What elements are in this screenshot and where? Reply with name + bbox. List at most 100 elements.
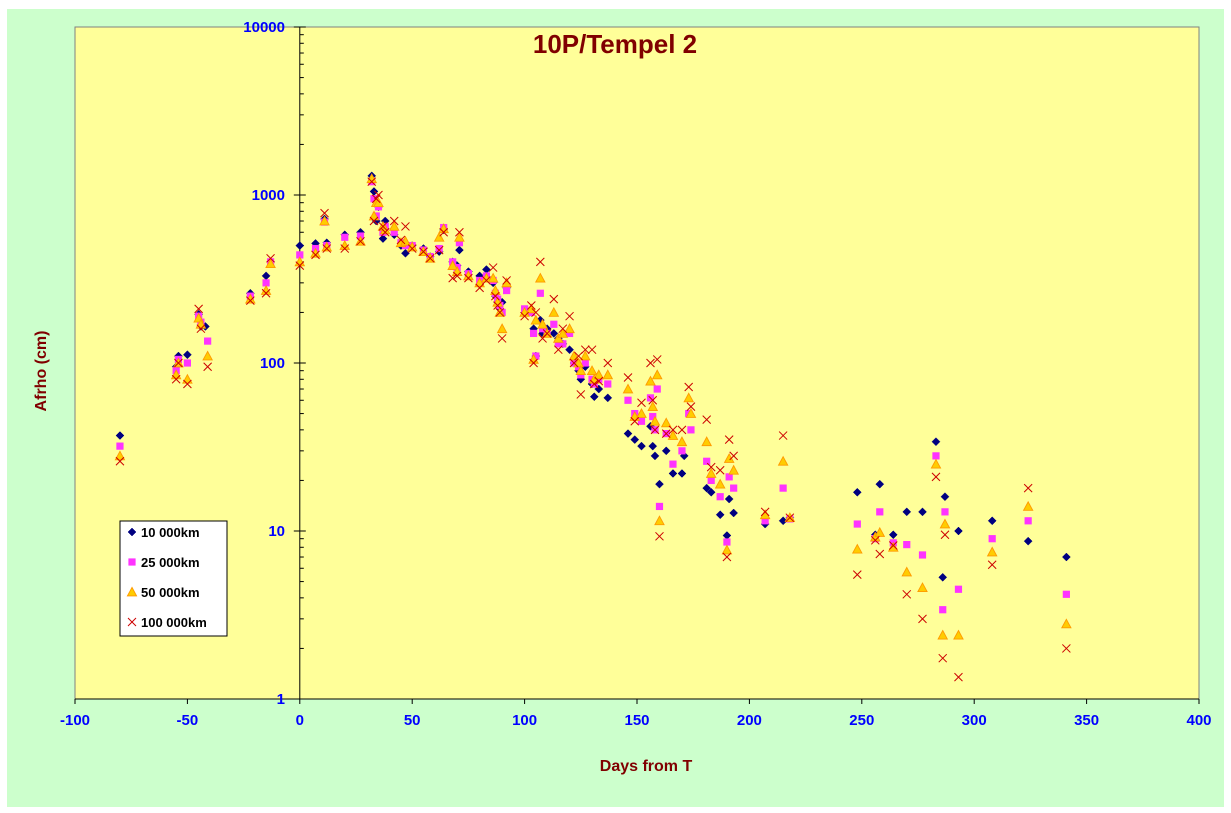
data-point-stroke <box>954 672 963 682</box>
legend-box <box>119 520 228 637</box>
data-point <box>851 543 863 554</box>
data-point <box>435 244 443 253</box>
data-point <box>370 195 378 203</box>
data-point-stroke <box>603 358 613 368</box>
data-point <box>725 473 733 481</box>
data-point-stroke <box>425 253 435 263</box>
data-point-stroke <box>378 222 388 231</box>
series-4 <box>115 177 1071 682</box>
data-point <box>938 653 948 663</box>
data-point <box>655 531 664 541</box>
data-point-stroke <box>115 456 125 466</box>
data-point-stroke <box>661 429 671 438</box>
data-point <box>668 425 678 435</box>
data-point <box>875 479 885 489</box>
data-point-stroke <box>380 227 390 237</box>
legend-marker <box>127 617 137 627</box>
data-point <box>687 426 695 434</box>
data-point-stroke <box>715 465 725 475</box>
data-point <box>932 452 940 460</box>
data-point <box>918 507 927 517</box>
data-point <box>648 441 658 451</box>
data-point-stroke <box>686 402 696 411</box>
data-point <box>530 314 542 325</box>
data-point-stroke <box>171 374 181 384</box>
data-point <box>655 502 664 511</box>
data-point <box>537 318 548 329</box>
data-point <box>496 323 508 334</box>
data-point <box>655 479 664 489</box>
data-point <box>930 458 942 469</box>
data-point-stroke <box>203 362 212 372</box>
data-point <box>447 260 459 270</box>
data-point <box>576 390 586 399</box>
data-point <box>703 457 711 465</box>
data-point <box>531 308 541 317</box>
data-point <box>876 508 884 516</box>
data-point <box>262 279 270 287</box>
data-point-stroke <box>174 358 183 368</box>
legend-label: 10 000km <box>141 525 200 540</box>
data-point <box>624 396 632 404</box>
data-point-stroke <box>520 311 529 321</box>
data-point-stroke <box>322 244 332 253</box>
data-point <box>661 446 671 456</box>
data-point <box>654 515 665 526</box>
data-point <box>669 460 677 468</box>
data-point-stroke <box>542 329 552 338</box>
data-point-stroke <box>652 355 662 364</box>
data-point <box>378 234 388 243</box>
data-point <box>322 244 332 253</box>
data-point <box>637 441 646 451</box>
data-point-stroke <box>452 271 462 281</box>
data-point <box>940 492 950 502</box>
data-point <box>702 415 712 425</box>
data-point-stroke <box>245 296 255 306</box>
data-point <box>296 251 304 259</box>
x-tick-label: 350 <box>1074 712 1099 729</box>
data-point <box>553 345 563 355</box>
data-point-stroke <box>529 358 538 368</box>
data-point <box>482 276 491 285</box>
data-point <box>319 215 330 226</box>
data-point <box>853 520 861 528</box>
data-point-stroke <box>940 530 950 540</box>
data-point-stroke <box>938 653 948 663</box>
data-point-stroke <box>407 244 417 253</box>
data-point <box>630 416 640 426</box>
data-point <box>366 173 378 184</box>
data-point-stroke <box>455 227 464 237</box>
data-point <box>761 517 769 525</box>
data-point <box>534 272 546 283</box>
data-point <box>1023 536 1033 546</box>
data-point <box>902 589 912 599</box>
data-point <box>1062 552 1071 562</box>
data-point <box>367 177 377 187</box>
data-point-stroke <box>356 236 365 246</box>
data-point <box>565 311 574 321</box>
legend-marker <box>126 586 138 597</box>
data-point <box>636 408 647 418</box>
data-point <box>549 329 559 338</box>
data-point <box>645 375 656 386</box>
data-point <box>552 332 564 343</box>
data-point <box>937 629 949 640</box>
data-point <box>341 233 349 241</box>
data-point <box>565 345 574 355</box>
data-point <box>705 467 717 478</box>
data-series <box>114 171 1072 682</box>
data-point <box>729 451 739 461</box>
data-point-stroke <box>902 589 912 599</box>
x-tick-label: 200 <box>737 712 762 729</box>
data-point <box>722 552 732 562</box>
data-point <box>594 376 604 386</box>
x-tick-label: 50 <box>404 712 421 729</box>
data-point <box>202 350 213 361</box>
data-point-stroke <box>637 398 646 408</box>
data-point <box>677 469 687 478</box>
data-point-stroke <box>549 294 559 304</box>
data-point <box>716 493 724 501</box>
data-point-stroke <box>531 308 541 317</box>
data-point <box>903 540 911 549</box>
data-point <box>580 345 590 355</box>
